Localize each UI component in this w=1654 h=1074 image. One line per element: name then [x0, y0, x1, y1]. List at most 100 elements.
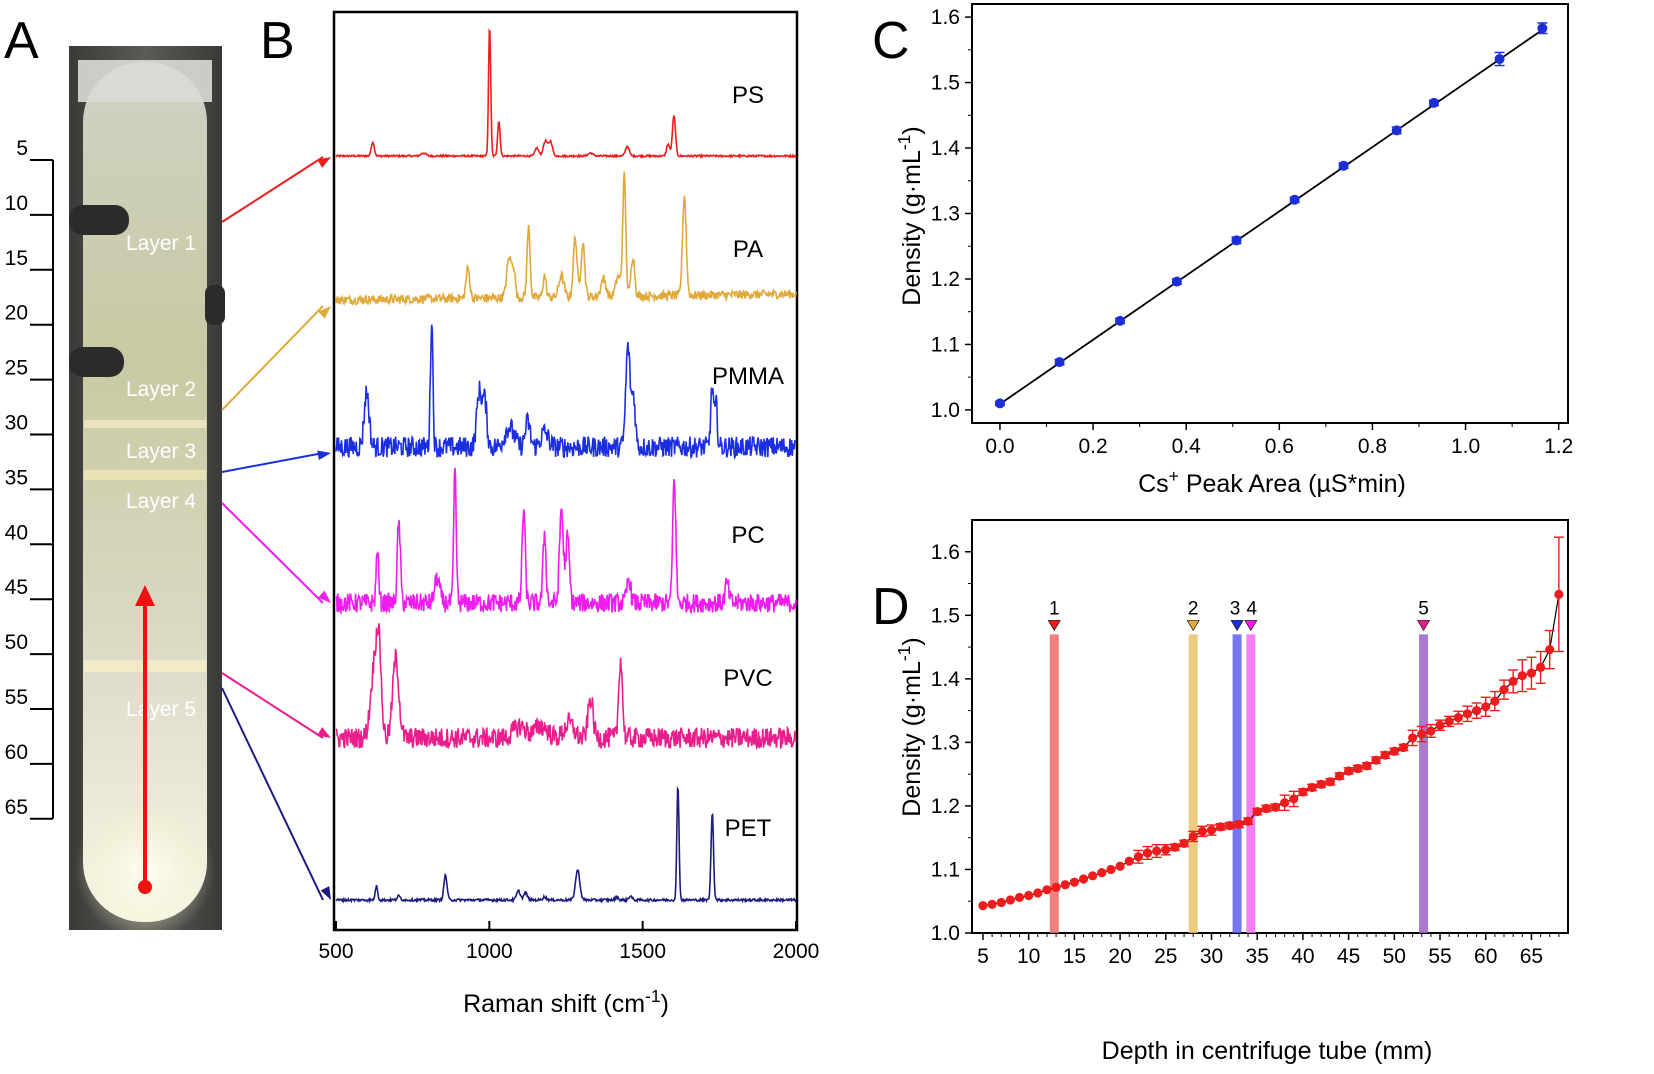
gradient-point [1535, 662, 1546, 673]
calibration-point [1537, 23, 1548, 34]
ruler-tick-label: 60 [5, 741, 28, 764]
ruler-tick-label: 40 [5, 521, 28, 544]
gradient-point [1042, 885, 1052, 895]
gradient-x-tick-label: 45 [1337, 945, 1360, 968]
raman-x-tick-label: 1000 [466, 940, 513, 963]
spectrum-label-pc: PC [731, 522, 764, 549]
gradient-y-tick-label: 1.4 [931, 668, 961, 691]
spectrum-label-pmma: PMMA [712, 363, 784, 390]
gradient-x-tick-label: 10 [1017, 945, 1040, 968]
gradient-x-tick-label: 25 [1154, 945, 1177, 968]
gradient-layer-band-5 [1419, 634, 1429, 933]
gradient-point [1270, 802, 1281, 812]
spectrum-pc [335, 467, 797, 616]
panel-d: D 5 10 15 20 25 30 35 40 45 50 55 60 651.01.11.21.31… [872, 519, 1569, 1065]
gradient-point [1289, 794, 1299, 804]
gradient-point [1316, 779, 1326, 789]
arrow-origin [138, 880, 152, 894]
gradient-layer-marker-1 [1047, 620, 1061, 631]
gradient-x-tick-label: 15 [1063, 945, 1086, 968]
gradient-x-tick-label: 65 [1520, 945, 1543, 968]
tube-body [83, 62, 207, 922]
calibration-point [1391, 125, 1402, 136]
gradient-layer-band-2 [1188, 634, 1198, 933]
band-layer3 [84, 470, 206, 480]
gradient-point [1398, 742, 1409, 753]
raman-x-axis-title: Raman shift (cm-1) [463, 986, 669, 1018]
spectrum-ps [335, 28, 797, 160]
raman-x-tick-label: 1500 [619, 940, 666, 963]
panel-label-b: B [260, 12, 295, 70]
gradient-point [1362, 761, 1372, 771]
ruler-tick-label: 45 [5, 576, 28, 599]
tube-layer-label: Layer 2 [126, 378, 196, 401]
calibration-x-tick-label: 1.0 [1451, 435, 1480, 458]
gradient-y-tick-label: 1.1 [931, 858, 960, 881]
gradient-layer-number-3: 3 [1230, 598, 1241, 619]
gradient-point [1453, 713, 1463, 723]
gradient-point [1462, 709, 1473, 719]
layer-connector-arrows [221, 156, 331, 901]
calibration-x-tick-label: 0.0 [985, 435, 1014, 458]
gradient-point [1280, 798, 1290, 808]
calibration-point [1289, 194, 1300, 205]
gradient-point [1344, 766, 1354, 776]
band-layer2 [84, 420, 206, 428]
gradient-y-tick-label: 1.0 [931, 922, 960, 945]
gradient-point [1234, 819, 1244, 829]
calibration-x-tick-label: 1.2 [1544, 435, 1573, 458]
gradient-layer-number-4: 4 [1247, 598, 1258, 619]
gradient-point [1225, 821, 1235, 831]
calibration-y-tick-label: 1.3 [931, 203, 960, 226]
gradient-x-tick-label: 60 [1474, 945, 1497, 968]
gradient-point [1490, 696, 1500, 706]
spectrum-pmma [335, 324, 797, 460]
gradient-frame [971, 519, 1569, 934]
gradient-layer-number-5: 5 [1418, 598, 1429, 619]
spectrum-pvc [335, 623, 797, 751]
gradient-x-tick-label: 55 [1428, 945, 1451, 968]
gradient-x-tick-label: 50 [1383, 945, 1406, 968]
panel-label-a: A [4, 12, 39, 70]
gradient-point [1005, 895, 1015, 905]
gradient-x-tick-label: 5 [977, 945, 989, 968]
density-calibration-plot: 0.0 0.2 0.4 0.6 0.8 1.0 1.2 1.0 1.1 1.2 1.3 1.4 1.5 1… [931, 3, 1573, 458]
gradient-layer-band-3 [1232, 634, 1242, 933]
gradient-point [996, 897, 1006, 908]
depth-arrow [135, 585, 155, 894]
spectrum-pet [335, 786, 797, 904]
gradient-point [1033, 888, 1043, 898]
gradient-point [1142, 848, 1153, 858]
calibration-y-tick-label: 1.5 [931, 72, 960, 95]
calibration-point [1115, 315, 1126, 326]
ruler-tick-label: 35 [5, 466, 28, 489]
gradient-point [1060, 880, 1070, 890]
calibration-point [994, 398, 1005, 409]
gradient-point [1325, 777, 1335, 787]
calibration-point [1494, 53, 1505, 64]
ruler-tick-label: 65 [5, 796, 28, 819]
gradient-point [1170, 842, 1180, 852]
connector-head [317, 450, 331, 460]
gradient-x-tick-label: 35 [1246, 945, 1269, 968]
ruler-tick-label: 25 [5, 357, 28, 380]
clamp-upper [69, 205, 129, 235]
gradient-point [1380, 750, 1390, 760]
gradient-point [1014, 892, 1025, 903]
gradient-layer-marker-3 [1230, 620, 1244, 631]
calibration-point [1231, 235, 1242, 246]
gradient-layer-band-1 [1049, 634, 1059, 933]
raman-spectra: PS PA PMMA PC PVC PET [335, 28, 797, 904]
gradient-point [1435, 720, 1445, 730]
connector-line [221, 502, 324, 604]
spectrum-label-pet: PET [725, 815, 772, 842]
calibration-y-tick-label: 1.2 [931, 268, 960, 291]
calibration-fit-line [999, 27, 1546, 405]
tube-photo: Layer 1 Layer 2 Layer 3 Layer 4 Layer 5 [69, 46, 225, 940]
gradient-layer-marker-2 [1186, 620, 1200, 631]
gradient-point [1152, 846, 1162, 856]
gradient-point [1024, 890, 1034, 901]
gradient-y-tick-label: 1.3 [931, 731, 960, 754]
connector-head [317, 157, 331, 168]
gradient-point [1298, 787, 1308, 797]
